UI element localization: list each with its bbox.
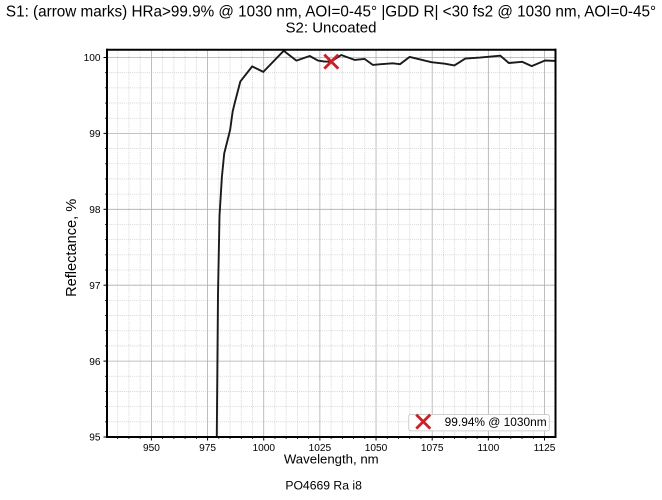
svg-text:1050: 1050 (365, 443, 388, 454)
svg-text:1025: 1025 (309, 443, 332, 454)
svg-text:975: 975 (199, 443, 216, 454)
svg-text:95: 95 (89, 433, 101, 444)
svg-text:Reflectance, %: Reflectance, % (64, 199, 80, 297)
svg-text:100: 100 (84, 53, 101, 64)
svg-text:1125: 1125 (534, 443, 556, 454)
svg-text:950: 950 (143, 443, 160, 454)
svg-text:99.94% @ 1030nm: 99.94% @ 1030nm (445, 415, 547, 429)
svg-text:99: 99 (89, 129, 101, 140)
svg-text:1075: 1075 (421, 443, 444, 454)
svg-text:1000: 1000 (252, 443, 275, 454)
svg-text:97: 97 (89, 281, 101, 292)
svg-text:98: 98 (89, 205, 101, 216)
svg-text:96: 96 (89, 357, 101, 368)
svg-text:S2: Uncoated: S2: Uncoated (286, 20, 377, 37)
svg-text:S1: (arrow marks) HRa>99.9% @: S1: (arrow marks) HRa>99.9% @ 1030 nm, A… (6, 3, 656, 20)
svg-text:1100: 1100 (477, 443, 499, 454)
svg-text:PO4669 Ra i8: PO4669 Ra i8 (285, 479, 362, 493)
svg-text:Wavelength, nm: Wavelength, nm (284, 452, 379, 467)
